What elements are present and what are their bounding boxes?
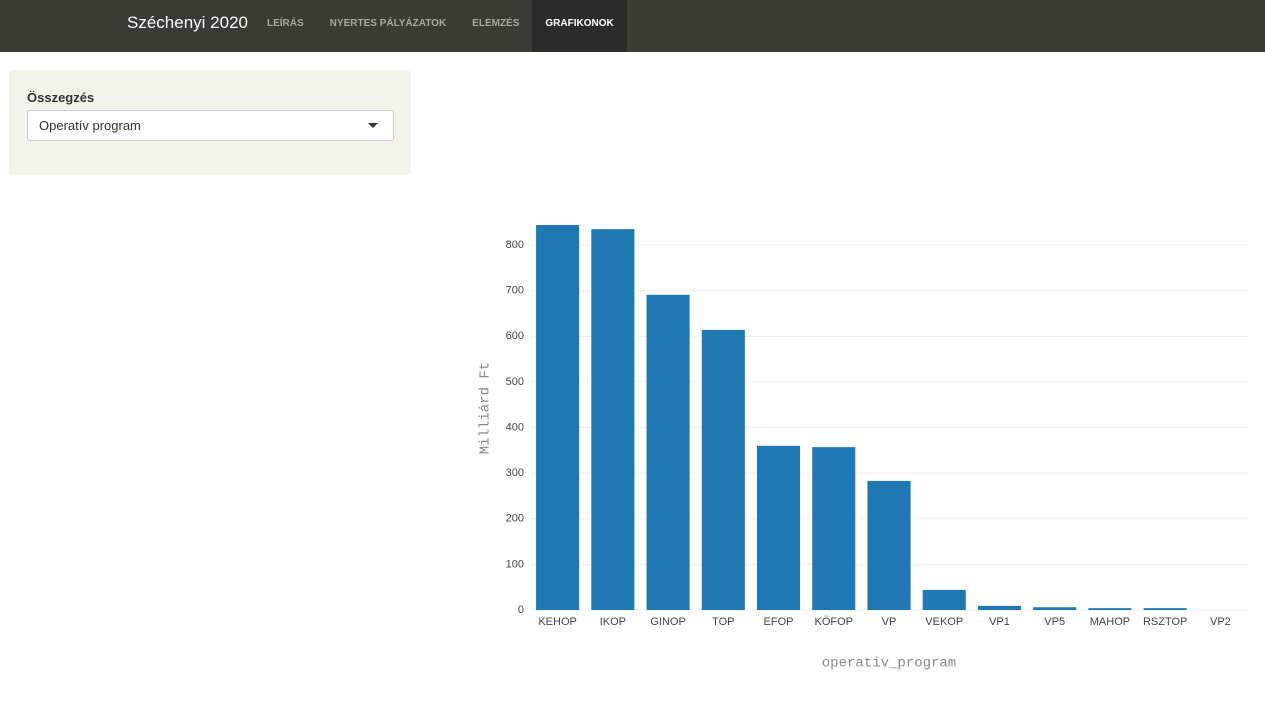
select-value: Operatív program <box>39 118 141 133</box>
select-label: Összegzés <box>27 90 95 105</box>
y-tick-label: 500 <box>506 376 524 388</box>
select[interactable]: Operatív program <box>27 110 394 141</box>
bar <box>977 605 1022 610</box>
x-tick-label: VP2 <box>1210 616 1231 628</box>
brand[interactable]: Széchenyi 2020 <box>127 13 248 32</box>
bar <box>1033 607 1077 610</box>
nav-item[interactable]: ELEMZÉS <box>472 18 520 29</box>
y-tick-label: 100 <box>506 558 524 570</box>
nav-item[interactable]: LEÍRÁS <box>267 18 304 29</box>
x-tick-label: KEHOP <box>538 616 577 628</box>
bar <box>591 229 635 610</box>
sidebar-panel: Összegzés Operatív program <box>9 70 411 175</box>
y-tick-label: 400 <box>506 421 524 433</box>
bar <box>536 225 580 610</box>
caret-icon <box>368 123 378 128</box>
x-tick-label: GINOP <box>650 616 685 628</box>
bar <box>1088 608 1132 610</box>
x-tick-label: RSZTOP <box>1143 616 1187 628</box>
x-tick-label: MAHOP <box>1090 616 1130 628</box>
x-tick-label: KÖFOP <box>815 616 854 628</box>
x-tick-label: IKOP <box>600 616 626 628</box>
x-tick-label: VP5 <box>1044 616 1065 628</box>
y-tick-label: 200 <box>506 513 524 525</box>
x-tick-label: VEKOP <box>925 616 963 628</box>
y-tick-label: 800 <box>506 239 524 251</box>
bar <box>867 480 911 610</box>
nav-item[interactable]: GRAFIKONOK <box>532 0 627 52</box>
y-tick-label: 600 <box>506 330 524 342</box>
bar <box>646 294 690 610</box>
nav-item[interactable]: NYERTES PÁLYÁZATOK <box>329 18 447 29</box>
y-tick-label: 700 <box>506 285 524 297</box>
x-tick-label: VP <box>882 616 897 628</box>
y-axis-title: Milliárd Ft <box>478 362 494 454</box>
navbar: Széchenyi 2020 LEÍRÁS NYERTES PÁLYÁZATOK E… <box>0 0 1265 52</box>
nav-items: LEÍRÁS NYERTES PÁLYÁZATOK ELEMZÉS GRAFIKONO… <box>254 0 627 52</box>
y-tick-label: 300 <box>506 467 524 479</box>
y-tick-label: 0 <box>518 604 524 616</box>
bar <box>922 589 966 610</box>
bar <box>812 447 856 610</box>
x-tick-label: EFOP <box>764 616 794 628</box>
bar <box>1143 608 1187 610</box>
x-tick-label: VP1 <box>989 616 1010 628</box>
bar <box>701 329 745 610</box>
bar <box>756 445 801 610</box>
x-tick-label: TOP <box>712 616 734 628</box>
x-axis-title: operativ_program <box>822 656 956 672</box>
